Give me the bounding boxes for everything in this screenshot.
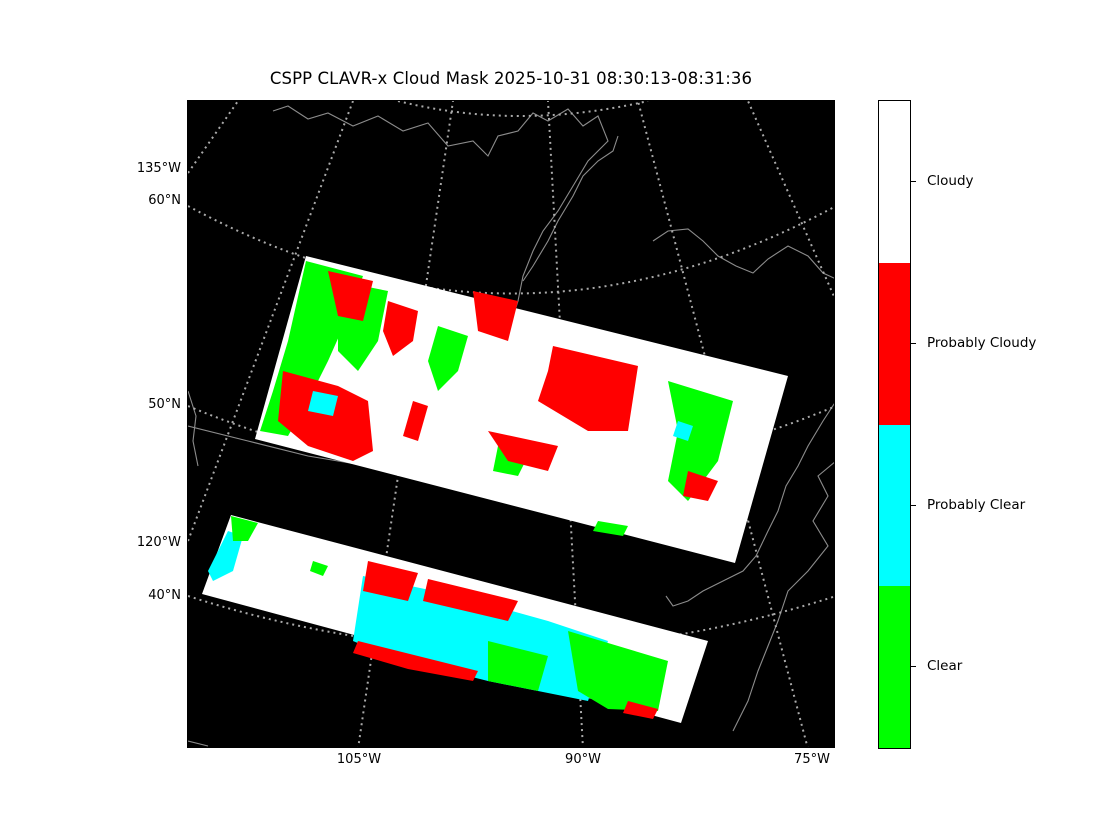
swath-north-probably-cloudy — [278, 271, 718, 501]
colorbar-label-cloudy: Cloudy — [927, 173, 974, 189]
colorbar-tick — [910, 666, 916, 667]
coastline-atlantic — [665, 403, 834, 607]
swath-south-clear — [231, 516, 668, 711]
colorbar-tick — [910, 181, 916, 182]
swath-north-probably-clear — [308, 391, 693, 441]
swath-south — [202, 515, 708, 723]
coastline-pacific — [188, 390, 199, 467]
gridline-lon-135 — [188, 101, 239, 174]
coastline-labrador — [652, 228, 834, 279]
coastline-gulf — [188, 740, 209, 747]
axis-label-105w: 105°W — [336, 752, 382, 767]
axis-label-60n: 60°N — [148, 193, 181, 208]
colorbar-segment-clear — [879, 586, 910, 748]
swath-south-probably-clear — [208, 531, 608, 701]
axis-label-120w-left: 120°W — [136, 535, 181, 550]
map-panel — [187, 100, 835, 748]
colorbar-label-clear: Clear — [927, 658, 963, 674]
colorbar-tick — [910, 505, 916, 506]
colorbar-segment-probably-cloudy — [879, 263, 910, 425]
colorbar-segment-cloudy — [879, 101, 910, 263]
axis-label-75w: 75°W — [794, 752, 830, 767]
axis-label-135w-left: 135°W — [136, 161, 181, 176]
gridline-lon-75 — [637, 101, 809, 747]
axis-label-50n: 50°N — [148, 397, 181, 412]
gridline-lat-70 — [397, 101, 649, 117]
gridline-lon-60 — [747, 101, 834, 299]
colorbar-tick — [910, 343, 916, 344]
coastline-east — [732, 461, 834, 732]
colorbar — [878, 100, 911, 749]
coastline-hudson-bay — [522, 135, 619, 282]
map-canvas — [188, 101, 834, 747]
swath-south-probably-cloudy — [353, 561, 658, 719]
map-title: CSPP CLAVR-x Cloud Mask 2025-10-31 08:30… — [269, 69, 753, 88]
gridline-lat-60 — [188, 205, 834, 295]
axis-label-90w: 90°W — [565, 752, 601, 767]
colorbar-label-probably-clear: Probably Clear — [927, 497, 1026, 513]
coastline-arctic — [272, 105, 609, 352]
swath-north — [255, 256, 788, 563]
colorbar-segment-probably-clear — [879, 425, 910, 586]
gridline-lat-40 — [188, 595, 834, 650]
axis-label-40n: 40°N — [148, 588, 181, 603]
colorbar-label-probably-cloudy: Probably Cloudy — [927, 335, 1037, 351]
gridline-lon-120 — [188, 101, 354, 542]
